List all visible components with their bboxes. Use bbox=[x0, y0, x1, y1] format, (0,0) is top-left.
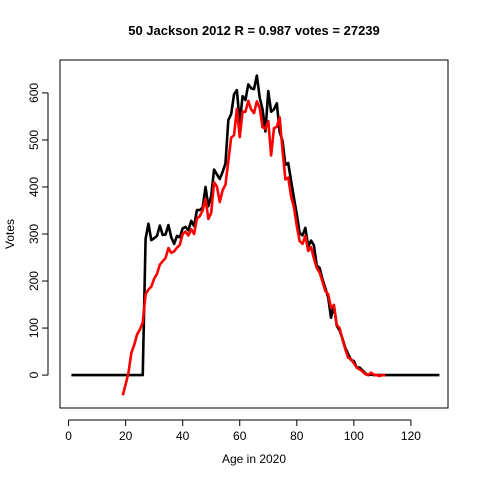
x-tick-label: 80 bbox=[290, 429, 304, 443]
x-axis-label: Age in 2020 bbox=[222, 452, 286, 466]
x-tick-label: 100 bbox=[344, 429, 364, 443]
y-axis: 0 100 200 300 400 500 600 bbox=[27, 83, 49, 378]
y-axis-label: Votes bbox=[3, 219, 17, 249]
x-tick-label: 60 bbox=[233, 429, 247, 443]
y-tick-label: 600 bbox=[27, 83, 41, 103]
chart-title: 50 Jackson 2012 R = 0.987 votes = 27239 bbox=[128, 23, 380, 38]
series-group bbox=[71, 74, 440, 396]
y-tick-label: 400 bbox=[27, 177, 41, 197]
plot-frame bbox=[59, 59, 449, 409]
x-tick-label: 20 bbox=[119, 429, 133, 443]
x-axis: 0 20 40 60 80 100 120 bbox=[65, 419, 421, 443]
series-line-1 bbox=[71, 74, 440, 377]
y-tick-label: 500 bbox=[27, 130, 41, 150]
x-tick-label: 120 bbox=[401, 429, 421, 443]
x-tick-label: 0 bbox=[65, 429, 72, 443]
series-line-2 bbox=[121, 99, 386, 396]
y-tick-label: 0 bbox=[27, 371, 41, 378]
y-tick-label: 300 bbox=[27, 224, 41, 244]
y-tick-label: 100 bbox=[27, 318, 41, 338]
x-tick-label: 40 bbox=[176, 429, 190, 443]
y-tick-label: 200 bbox=[27, 271, 41, 291]
